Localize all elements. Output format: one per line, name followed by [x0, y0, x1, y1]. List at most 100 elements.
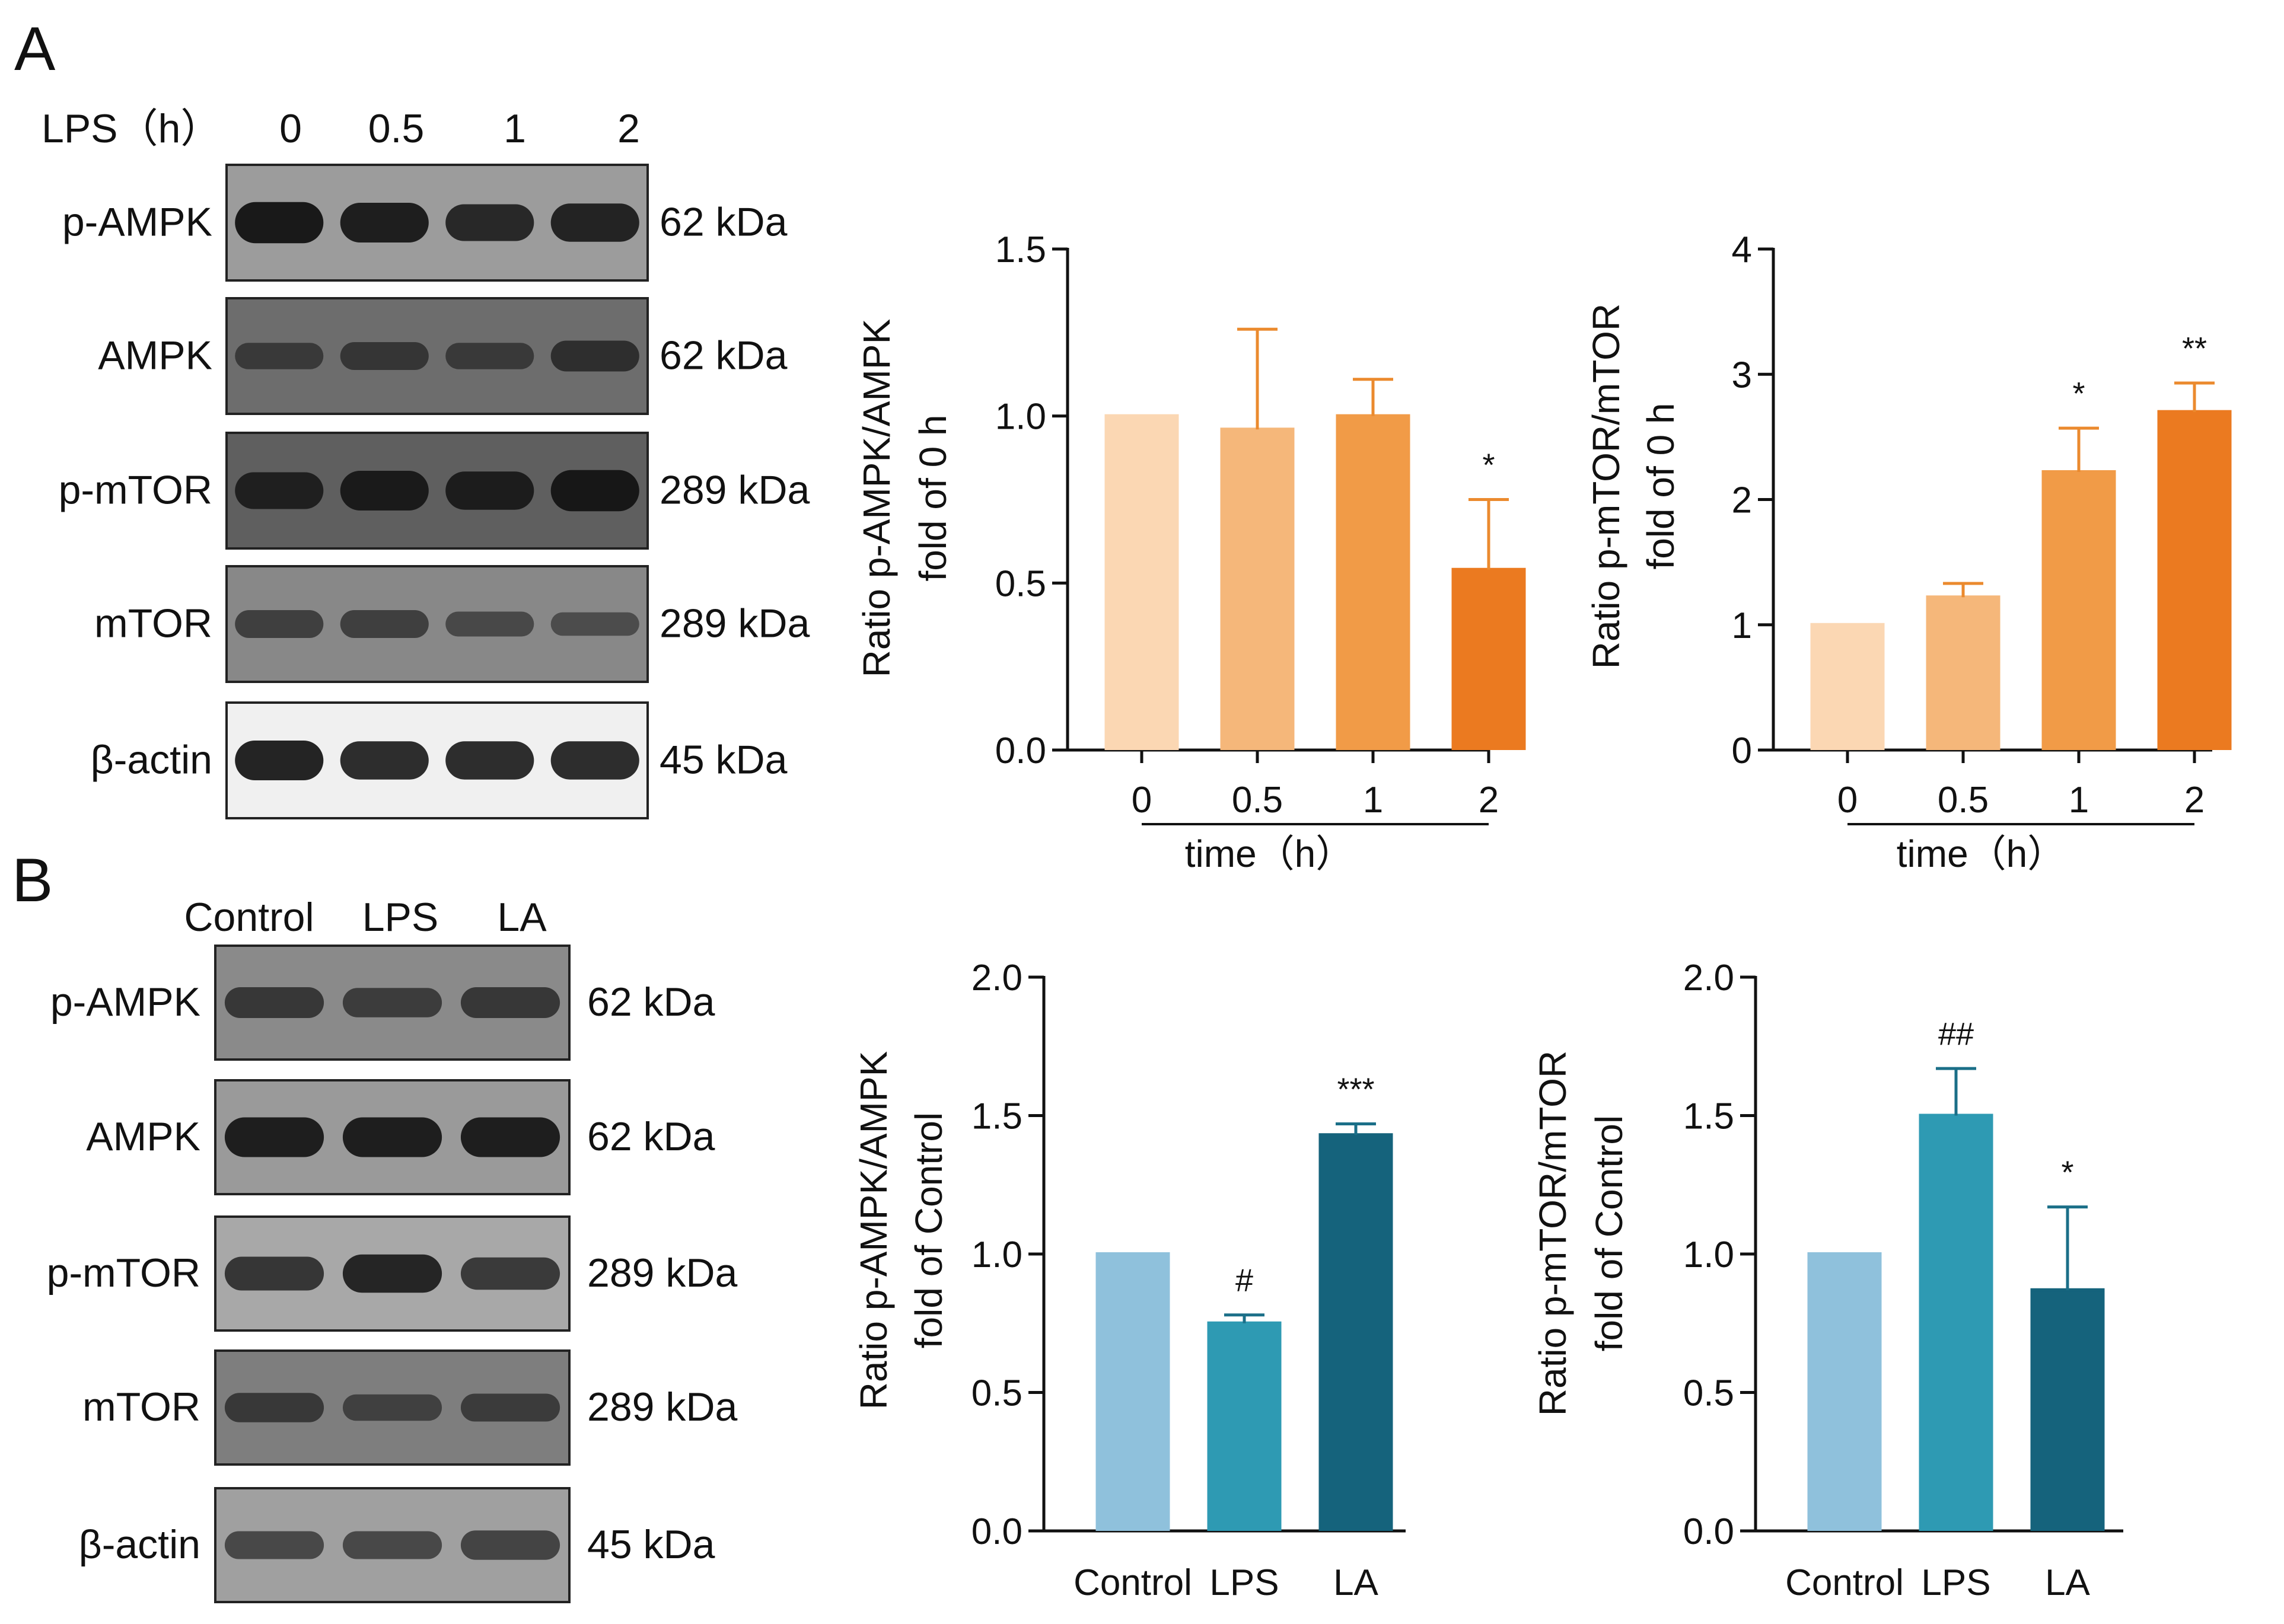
significance-mark: ** [2182, 331, 2207, 366]
bar [2041, 472, 2116, 750]
blot-kda-label: 62 kDa [660, 333, 788, 378]
blot-protein-label: p-mTOR [47, 1250, 200, 1296]
y-tick-label: 0.5 [971, 1373, 1022, 1414]
y-tick-label: 1 [1732, 605, 1752, 646]
y-tick-label: 0.5 [995, 563, 1046, 604]
significance-mark: ## [1938, 1016, 1974, 1052]
y-axis-sublabel: fold of Control [907, 1112, 950, 1348]
y-tick-label: 0.5 [1683, 1373, 1734, 1414]
blot-band [550, 741, 639, 780]
blot-kda-label: 62 kDa [587, 979, 715, 1025]
blot-lane-label: 2 [617, 106, 640, 151]
blot-condition-label: LPS（h） [42, 106, 221, 151]
blot-protein-label: p-AMPK [50, 979, 200, 1025]
blot-lane-label: LA [497, 895, 547, 940]
significance-mark: * [1482, 448, 1495, 483]
blot-band [342, 1117, 442, 1157]
blot-band [235, 741, 324, 780]
blot-band [342, 1254, 442, 1293]
blot-band [445, 343, 534, 369]
y-tick-label: 1.0 [995, 397, 1046, 438]
blot-band [224, 987, 324, 1018]
y-tick-label: 1.0 [1683, 1234, 1734, 1275]
blot-protein-label: β-actin [79, 1522, 200, 1567]
significance-mark: # [1235, 1263, 1253, 1298]
blot-band [460, 1117, 560, 1157]
blot-kda-label: 62 kDa [587, 1114, 715, 1159]
blot-protein-label: AMPK [86, 1114, 200, 1159]
y-tick-label: 0.0 [1683, 1511, 1734, 1552]
blot-band [550, 340, 639, 372]
x-tick-label: LA [2045, 1562, 2090, 1603]
blot-kda-label: 62 kDa [660, 200, 788, 245]
blot-band [550, 612, 639, 636]
blot-band [224, 1531, 324, 1559]
blot-band [342, 1394, 442, 1421]
chart-p-mtor-treatment: 0.0 0.5 1.0 1.5 2.0 Control ## LPS * LA Ratio p-mT… [1531, 958, 2123, 1603]
blot-protein-label: mTOR [94, 601, 212, 646]
bar [2030, 1290, 2105, 1531]
blot-lane-label: Control [184, 895, 314, 940]
bar [2157, 411, 2232, 750]
y-tick-label: 1.5 [971, 1096, 1022, 1137]
bar [1451, 569, 1526, 750]
bar [1207, 1323, 1282, 1531]
y-tick-label: 1.0 [971, 1234, 1022, 1275]
bar [1095, 1254, 1170, 1531]
y-tick-label: 0 [1732, 730, 1752, 771]
bar [1336, 416, 1410, 750]
bar [1807, 1254, 1882, 1531]
y-axis-label: Ratio p-mTOR/mTOR [1531, 1051, 1574, 1416]
x-tick-label: 2 [1479, 780, 1499, 821]
blot-band [340, 471, 429, 511]
x-tick-label: 0 [1837, 780, 1858, 821]
significance-mark: * [2061, 1155, 2073, 1191]
blot-band [342, 988, 442, 1017]
y-tick-label: 2 [1732, 480, 1752, 521]
blot-lane-label: 1 [504, 106, 526, 151]
x-tick-label: 1 [2069, 780, 2089, 821]
blot-protein-label: AMPK [98, 333, 212, 378]
blot-band [445, 471, 534, 510]
blot-protein-label: β-actin [91, 738, 212, 783]
x-axis-label: time（h） [1185, 832, 1354, 875]
blot-band [445, 204, 534, 241]
blot-band [445, 741, 534, 780]
y-axis-sublabel: fold of 0 h [1639, 403, 1682, 569]
panel-letter: B [12, 846, 53, 915]
blot-band [445, 611, 534, 637]
y-tick-label: 1.5 [1683, 1096, 1734, 1137]
panel-a-western-blots: A LPS（h） 0 0.5 1 2 p-AMPK 62 kDa AMPK 62 kDa p-mTO… [14, 15, 810, 819]
x-tick-label: LPS [1921, 1562, 1990, 1603]
bar [1919, 1115, 1993, 1531]
blot-band [340, 342, 429, 370]
blot-band [235, 202, 324, 244]
x-axis-label: time（h） [1897, 832, 2066, 875]
panel-b-western-blots: B Control LPS LA p-AMPK 62 kDa AMPK 62 kDa p-mTO… [12, 846, 737, 1603]
blot-lane-label: LPS [362, 895, 439, 940]
chart-p-ampk-treatment: 0.0 0.5 1.0 1.5 2.0 Control # LPS *** LA Ratio p-A… [852, 958, 1406, 1603]
x-tick-label: 1 [1363, 780, 1383, 821]
y-axis-label: Ratio p-AMPK/AMPK [855, 319, 898, 678]
blot-band [550, 203, 639, 242]
x-tick-label: 0.5 [1232, 780, 1283, 821]
blot-band [235, 610, 324, 638]
x-tick-label: 2 [2184, 780, 2205, 821]
significance-mark: *** [1337, 1072, 1374, 1108]
blot-band [340, 203, 429, 243]
significance-mark: * [2072, 376, 2085, 411]
x-tick-label: 0.5 [1938, 780, 1989, 821]
blot-band [460, 1530, 560, 1560]
y-axis-sublabel: fold of Control [1588, 1115, 1630, 1351]
bar [1318, 1135, 1393, 1531]
blot-kda-label: 289 kDa [660, 601, 810, 646]
bar [1810, 624, 1885, 750]
blot-band [224, 1256, 324, 1291]
y-tick-label: 2.0 [1683, 958, 1734, 998]
panel-letter: A [14, 15, 56, 84]
chart-p-mtor-time-course: 0 1 2 3 4 0 0.5 * 1 ** 2 time（h） Ratio p-mTOR/mTOR fo… [1585, 229, 2232, 875]
blot-kda-label: 45 kDa [587, 1522, 715, 1567]
blot-band [460, 1257, 560, 1290]
blot-band [340, 610, 429, 638]
